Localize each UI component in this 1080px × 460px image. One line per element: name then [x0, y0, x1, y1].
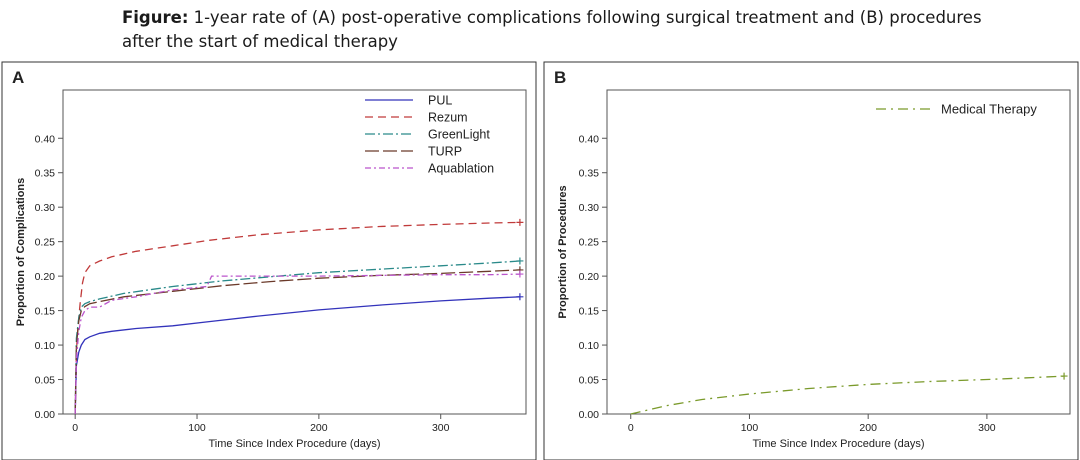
y-tick-label: 0.00	[579, 409, 600, 421]
y-axis-label: Proportion of Complications	[15, 178, 27, 327]
x-tick-label: 300	[432, 422, 450, 434]
y-tick-label: 0.35	[35, 168, 56, 180]
series-line-medical-therapy	[630, 375, 1065, 415]
y-tick-label: 0.20	[35, 271, 56, 283]
y-tick-label: 0.40	[579, 133, 600, 145]
series-end-marker	[516, 218, 524, 226]
legend-label: TURP	[428, 145, 462, 159]
x-axis-label: Time Since Index Procedure (days)	[753, 438, 925, 450]
plot-area	[606, 89, 1071, 415]
y-tick-label: 0.40	[35, 133, 56, 145]
series-line-greenlight	[74, 260, 520, 415]
y-tick-label: 0.15	[579, 306, 600, 318]
y-tick-label: 0.20	[579, 271, 600, 283]
panel-label: B	[554, 68, 566, 87]
y-tick-label: 0.30	[35, 202, 56, 214]
caption-label: Figure:	[122, 8, 189, 27]
y-axis-label: Proportion of Procedures	[557, 185, 569, 318]
x-tick-label: 100	[188, 422, 206, 434]
plot-area	[62, 89, 527, 415]
y-tick-label: 0.10	[579, 340, 600, 352]
chart-panel-b: B 0.00 0.05 0.10 0.15 0.20 0.25 0.30 0.35 0.40 0 10…	[543, 61, 1079, 460]
panel-frame	[1, 61, 537, 460]
figure-caption: Figure: 1-year rate of (A) post-operativ…	[122, 6, 1022, 54]
series-end-marker	[516, 293, 524, 301]
y-tick-label: 0.00	[35, 409, 56, 421]
legend-label: Aquablation	[428, 162, 494, 176]
y-tick-label: 0.05	[579, 375, 600, 387]
y-tick-label: 0.05	[35, 375, 56, 387]
legend-label: Rezum	[428, 111, 468, 125]
y-tick-label: 0.25	[579, 237, 600, 249]
series-line-aquablation	[74, 273, 520, 415]
x-tick-label: 0	[628, 422, 634, 434]
legend-label: Medical Therapy	[941, 102, 1037, 117]
series-end-marker	[516, 270, 524, 278]
legend-label: GreenLight	[428, 128, 490, 142]
x-tick-label: 200	[310, 422, 328, 434]
panel-label: A	[12, 68, 24, 87]
series-end-marker	[516, 257, 524, 265]
y-tick-label: 0.15	[35, 306, 56, 318]
caption-text: 1-year rate of (A) post-operative compli…	[122, 8, 982, 51]
x-axis-label: Time Since Index Procedure (days)	[209, 438, 381, 450]
y-tick-label: 0.10	[35, 340, 56, 352]
series-line-turp	[74, 269, 520, 415]
x-tick-label: 200	[859, 422, 877, 434]
series-end-marker	[1060, 372, 1068, 380]
y-tick-label: 0.35	[579, 168, 600, 180]
series-line-pul	[74, 296, 520, 415]
chart-panel-a: A 0.00 0.05 0.10 0.15 0.20 0.25 0.30 0.35 0.40 0 10…	[1, 61, 537, 460]
x-tick-label: 300	[978, 422, 996, 434]
panel-frame	[543, 61, 1079, 460]
x-tick-label: 100	[741, 422, 759, 434]
y-tick-label: 0.30	[579, 202, 600, 214]
x-tick-label: 0	[72, 422, 78, 434]
y-tick-label: 0.25	[35, 237, 56, 249]
series-line-rezum	[74, 221, 520, 415]
legend-label: PUL	[428, 94, 452, 108]
